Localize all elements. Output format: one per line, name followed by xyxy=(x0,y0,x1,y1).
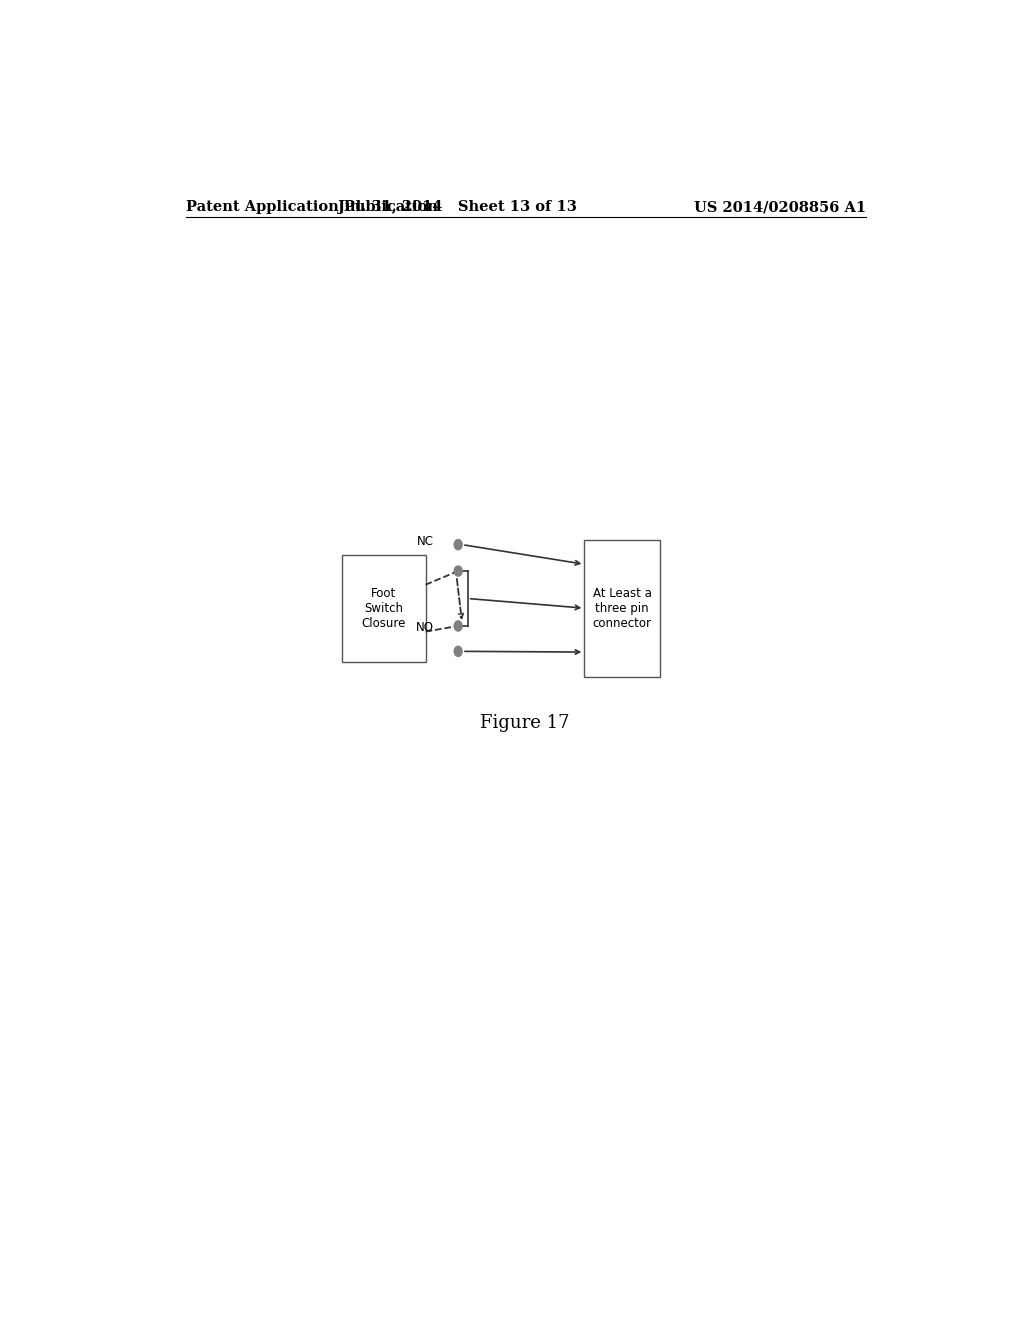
Bar xyxy=(585,540,659,677)
Circle shape xyxy=(455,566,462,576)
Text: Patent Application Publication: Patent Application Publication xyxy=(186,201,438,214)
Text: NO: NO xyxy=(416,622,433,635)
Text: US 2014/0208856 A1: US 2014/0208856 A1 xyxy=(694,201,866,214)
Text: Jul. 31, 2014   Sheet 13 of 13: Jul. 31, 2014 Sheet 13 of 13 xyxy=(338,201,577,214)
Text: NC: NC xyxy=(417,535,433,548)
Text: At Least a
three pin
connector: At Least a three pin connector xyxy=(593,586,651,630)
Text: Foot
Switch
Closure: Foot Switch Closure xyxy=(361,586,407,630)
Circle shape xyxy=(455,620,462,631)
Circle shape xyxy=(455,647,462,656)
Circle shape xyxy=(455,540,462,549)
Bar xyxy=(342,554,426,661)
Text: Figure 17: Figure 17 xyxy=(480,714,569,731)
